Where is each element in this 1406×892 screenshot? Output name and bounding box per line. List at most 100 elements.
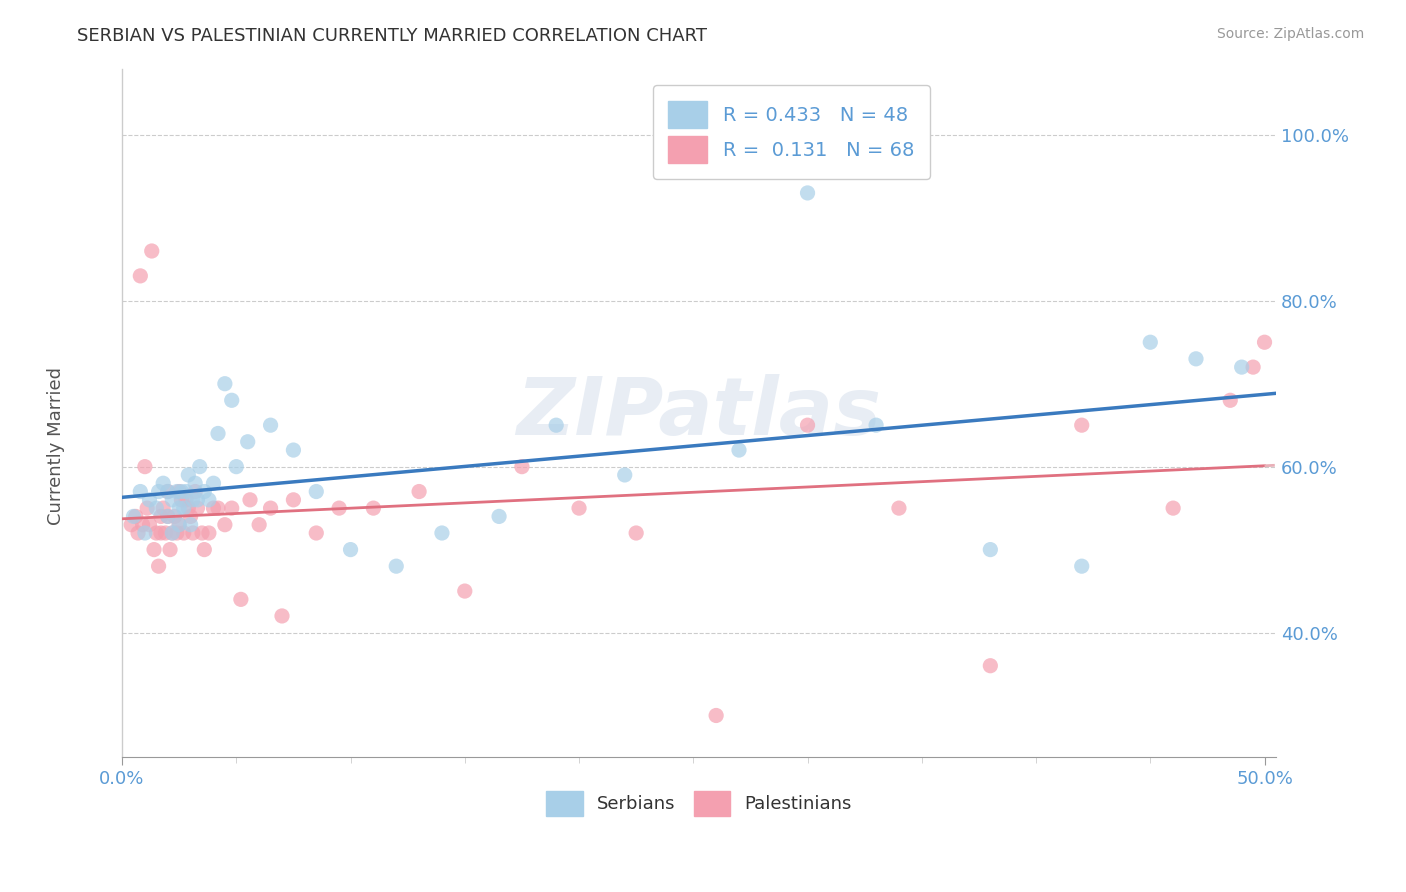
Point — [188, 459, 211, 474]
Point — [149, 509, 172, 524]
Point — [214, 376, 236, 391]
Point — [131, 517, 153, 532]
Point — [259, 418, 281, 433]
Point — [363, 501, 385, 516]
Point — [887, 501, 910, 516]
Point — [339, 542, 361, 557]
Point — [138, 492, 160, 507]
Point — [148, 484, 170, 499]
Point — [127, 526, 149, 541]
Point — [1161, 501, 1184, 516]
Point — [221, 393, 243, 408]
Legend: Serbians, Palestinians: Serbians, Palestinians — [540, 784, 859, 823]
Point — [1070, 418, 1092, 433]
Text: ZIPatlas: ZIPatlas — [516, 374, 882, 451]
Point — [173, 501, 195, 516]
Point — [283, 492, 305, 507]
Point — [229, 592, 252, 607]
Point — [283, 443, 305, 458]
Point — [207, 426, 229, 441]
Point — [1185, 351, 1208, 366]
Point — [134, 459, 156, 474]
Point — [159, 542, 181, 557]
Point — [186, 492, 208, 507]
Point — [145, 501, 167, 516]
Point — [613, 467, 636, 482]
Point — [166, 526, 188, 541]
Point — [221, 501, 243, 516]
Point — [152, 501, 174, 516]
Point — [129, 484, 152, 499]
Point — [239, 492, 262, 507]
Point — [408, 484, 430, 499]
Point — [167, 517, 190, 532]
Point — [134, 526, 156, 541]
Point — [510, 459, 533, 474]
Point — [166, 484, 188, 499]
Point — [170, 484, 193, 499]
Point — [193, 542, 215, 557]
Text: Source: ZipAtlas.com: Source: ZipAtlas.com — [1216, 27, 1364, 41]
Point — [728, 443, 751, 458]
Point — [1253, 335, 1275, 350]
Point — [225, 459, 247, 474]
Point — [162, 526, 184, 541]
Point — [143, 542, 166, 557]
Point — [796, 418, 818, 433]
Point — [162, 526, 184, 541]
Point — [156, 484, 179, 499]
Point — [979, 658, 1001, 673]
Point — [191, 526, 214, 541]
Point — [247, 517, 270, 532]
Point — [163, 509, 186, 524]
Point — [145, 526, 167, 541]
Point — [430, 526, 453, 541]
Point — [271, 609, 294, 624]
Point — [180, 509, 202, 524]
Point — [454, 584, 477, 599]
Point — [152, 476, 174, 491]
Point — [202, 476, 225, 491]
Point — [170, 492, 193, 507]
Point — [704, 708, 727, 723]
Point — [120, 517, 142, 532]
Point — [136, 501, 159, 516]
Point — [236, 434, 259, 449]
Point — [184, 476, 207, 491]
Point — [181, 526, 204, 541]
Point — [156, 484, 179, 499]
Point — [138, 517, 160, 532]
Point — [865, 418, 887, 433]
Point — [155, 526, 177, 541]
Point — [305, 484, 328, 499]
Point — [186, 501, 208, 516]
Point — [979, 542, 1001, 557]
Point — [193, 484, 215, 499]
Point — [1230, 360, 1253, 375]
Point — [122, 509, 145, 524]
Point — [141, 244, 163, 258]
Point — [624, 526, 647, 541]
Point — [167, 484, 190, 499]
Point — [198, 526, 221, 541]
Point — [1241, 360, 1264, 375]
Point — [1070, 559, 1092, 574]
Point — [167, 501, 190, 516]
Point — [177, 467, 200, 482]
Point — [796, 186, 818, 200]
Point — [305, 526, 328, 541]
Point — [385, 559, 408, 574]
Point — [259, 501, 281, 516]
Point — [181, 492, 204, 507]
Point — [546, 418, 568, 433]
Point — [167, 517, 190, 532]
Point — [174, 492, 197, 507]
Point — [149, 526, 172, 541]
Point — [174, 484, 197, 499]
Point — [184, 484, 207, 499]
Point — [488, 509, 510, 524]
Point — [198, 492, 221, 507]
Point — [1139, 335, 1161, 350]
Text: SERBIAN VS PALESTINIAN CURRENTLY MARRIED CORRELATION CHART: SERBIAN VS PALESTINIAN CURRENTLY MARRIED… — [77, 27, 707, 45]
Point — [129, 268, 152, 283]
